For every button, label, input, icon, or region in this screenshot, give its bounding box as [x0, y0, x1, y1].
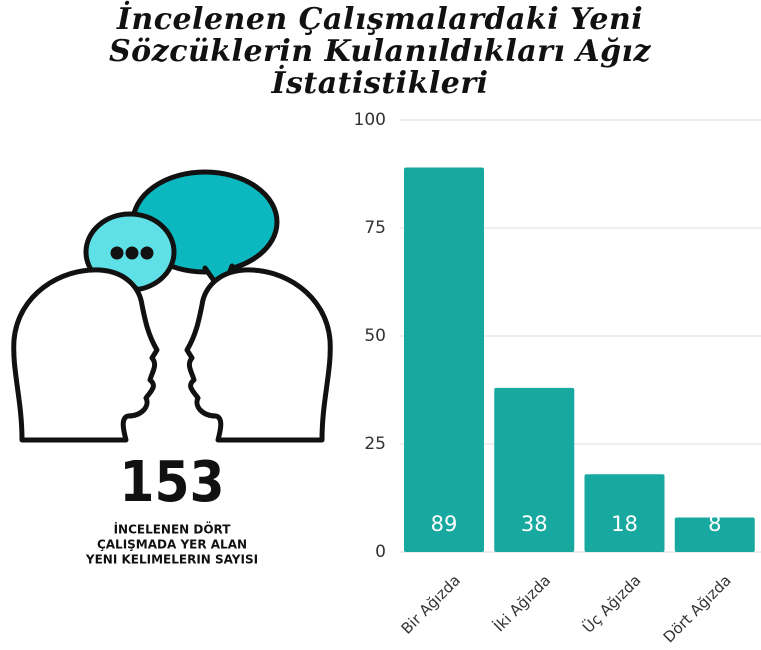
bar: [674, 517, 755, 552]
bar: [494, 387, 575, 552]
x-tick-label: Üç Ağızda: [578, 571, 644, 637]
head-right: [184, 267, 333, 443]
value-label: 8: [708, 512, 721, 536]
summary-caption: ÇALIŞMADA YER ALAN: [97, 538, 247, 552]
dot: [125, 246, 139, 260]
summary-number: 153: [119, 450, 224, 515]
chart-title: İncelenen Çalışmalardaki Yeni Sözcükleri…: [108, 2, 651, 101]
y-tick-label: 25: [364, 434, 386, 454]
y-tick-label: 100: [354, 110, 386, 130]
y-tick-label: 0: [375, 542, 386, 562]
value-label: 38: [521, 512, 548, 536]
dot: [110, 246, 124, 260]
illustration: [11, 169, 333, 443]
y-tick-label: 75: [364, 218, 386, 238]
x-tick-label: İki Ağızda: [489, 571, 554, 636]
y-tick-label: 50: [364, 326, 386, 346]
dot: [140, 246, 154, 260]
value-label: 18: [611, 512, 638, 536]
summary-caption: İNCELENEN DÖRT: [114, 522, 232, 537]
bar: [584, 474, 665, 552]
bar: [404, 167, 484, 552]
x-tick-label: Dört Ağızda: [660, 571, 735, 646]
value-label: 89: [431, 512, 458, 536]
x-tick-label: Bir Ağızda: [398, 571, 464, 637]
head-left: [11, 267, 160, 443]
summary-caption: YENI KELIMELERIN SAYISI: [85, 553, 258, 567]
